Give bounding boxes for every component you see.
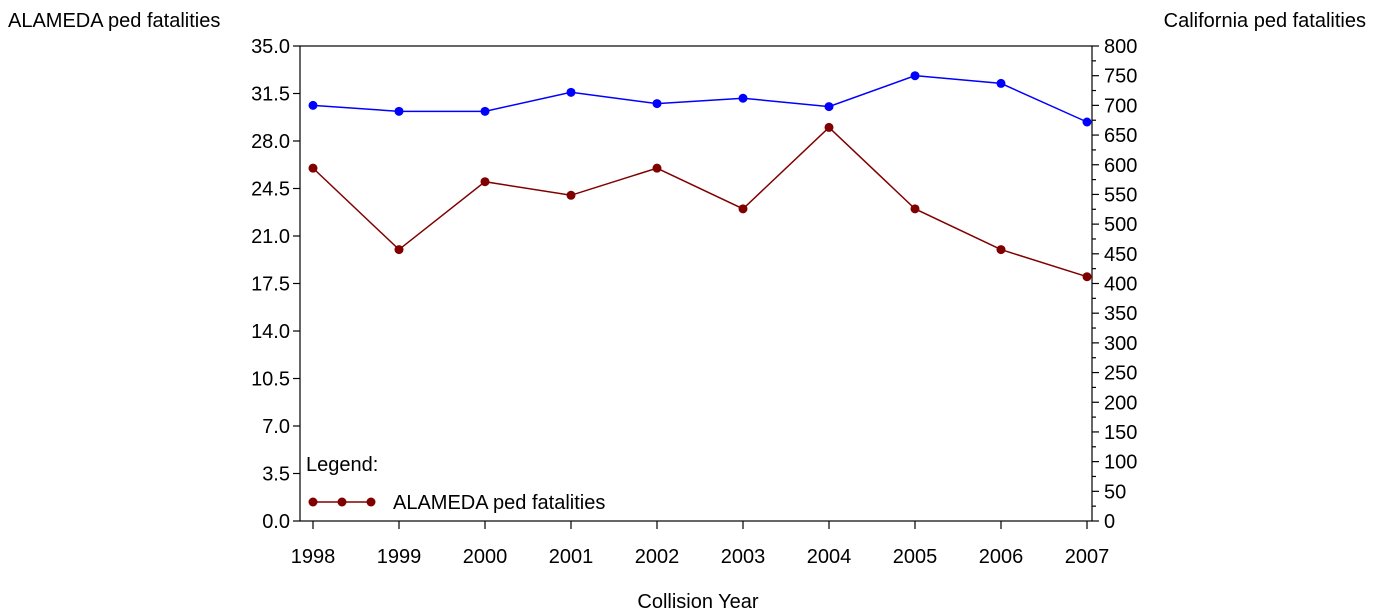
- right-tick-label: 100: [1104, 452, 1137, 474]
- legend: Legend: ALAMEDA ped fatalities: [306, 454, 605, 514]
- data-point-alameda: [394, 245, 404, 255]
- left-tick-label: 3.5: [262, 464, 290, 486]
- x-axis-title: Collision Year: [637, 591, 759, 613]
- left-tick-label: 14.0: [251, 321, 290, 343]
- right-tick-label: 200: [1104, 392, 1137, 414]
- left-tick-label: 28.0: [251, 131, 290, 153]
- right-tick-label: 800: [1104, 36, 1137, 58]
- right-tick-label: 0: [1104, 511, 1115, 533]
- data-point-california: [394, 106, 404, 116]
- x-tick-label: 2000: [463, 546, 508, 568]
- x-tick-label: 2003: [721, 546, 766, 568]
- data-point-alameda: [996, 245, 1006, 255]
- right-tick-label: 400: [1104, 274, 1137, 296]
- left-tick-label: 24.5: [251, 179, 290, 201]
- data-point-alameda: [566, 190, 576, 200]
- left-tick-label: 0.0: [262, 511, 290, 533]
- right-tick-label: 500: [1104, 214, 1137, 236]
- left-tick-label: 31.5: [251, 84, 290, 106]
- left-tick-label: 17.5: [251, 274, 290, 296]
- axes: 0.0 3.5 7.0 10.5 14.0 17.5 21.0 24.5 28.0 31.5 35.…: [251, 36, 1137, 568]
- data-point-alameda: [652, 163, 662, 173]
- legend-swatch-marker: [308, 497, 318, 507]
- x-tick-label: 2006: [979, 546, 1024, 568]
- data-point-alameda: [824, 122, 834, 132]
- right-tick-label: 250: [1104, 363, 1137, 385]
- plot-frame: [299, 45, 1093, 522]
- series-layer: [308, 71, 1092, 282]
- series-line-alameda: [312, 126, 1088, 278]
- x-tick-label: 2007: [1065, 546, 1110, 568]
- left-tick-label: 7.0: [262, 416, 290, 438]
- legend-title: Legend:: [306, 454, 378, 476]
- data-point-california: [910, 71, 920, 81]
- x-tick-label: 2002: [635, 546, 680, 568]
- right-axis-title: California ped fatalities: [1164, 10, 1366, 32]
- right-tick-label: 600: [1104, 155, 1137, 177]
- legend-swatch-marker: [337, 497, 347, 507]
- right-tick-label: 450: [1104, 244, 1137, 266]
- data-point-alameda: [308, 163, 318, 173]
- right-tick-label: 750: [1104, 66, 1137, 88]
- data-point-alameda: [1082, 272, 1092, 282]
- left-axis-title: ALAMEDA ped fatalities: [8, 10, 220, 32]
- legend-swatch-marker: [366, 497, 376, 507]
- right-tick-label: 50: [1104, 481, 1126, 503]
- data-point-alameda: [738, 204, 748, 214]
- data-point-california: [1082, 117, 1092, 127]
- right-tick-label: 300: [1104, 333, 1137, 355]
- data-point-alameda: [910, 204, 920, 214]
- left-tick-label: 10.5: [251, 369, 290, 391]
- right-tick-label: 350: [1104, 303, 1137, 325]
- data-point-california: [566, 87, 576, 97]
- x-tick-label: 2001: [549, 546, 594, 568]
- right-tick-label: 700: [1104, 95, 1137, 117]
- x-tick-label: 2005: [893, 546, 938, 568]
- left-tick-label: 35.0: [251, 36, 290, 58]
- x-tick-label: 2004: [807, 546, 852, 568]
- right-tick-label: 650: [1104, 125, 1137, 147]
- data-point-california: [652, 99, 662, 109]
- left-tick-label: 21.0: [251, 226, 290, 248]
- data-point-alameda: [480, 177, 490, 187]
- data-point-california: [738, 93, 748, 103]
- x-tick-label: 1999: [377, 546, 422, 568]
- legend-entry-label: ALAMEDA ped fatalities: [393, 492, 605, 514]
- series-line-california: [312, 74, 1088, 123]
- data-point-california: [996, 78, 1006, 88]
- data-point-california: [824, 102, 834, 112]
- data-point-california: [480, 106, 490, 116]
- right-tick-label: 550: [1104, 184, 1137, 206]
- data-point-california: [308, 100, 318, 110]
- x-tick-label: 1998: [291, 546, 336, 568]
- right-tick-label: 150: [1104, 422, 1137, 444]
